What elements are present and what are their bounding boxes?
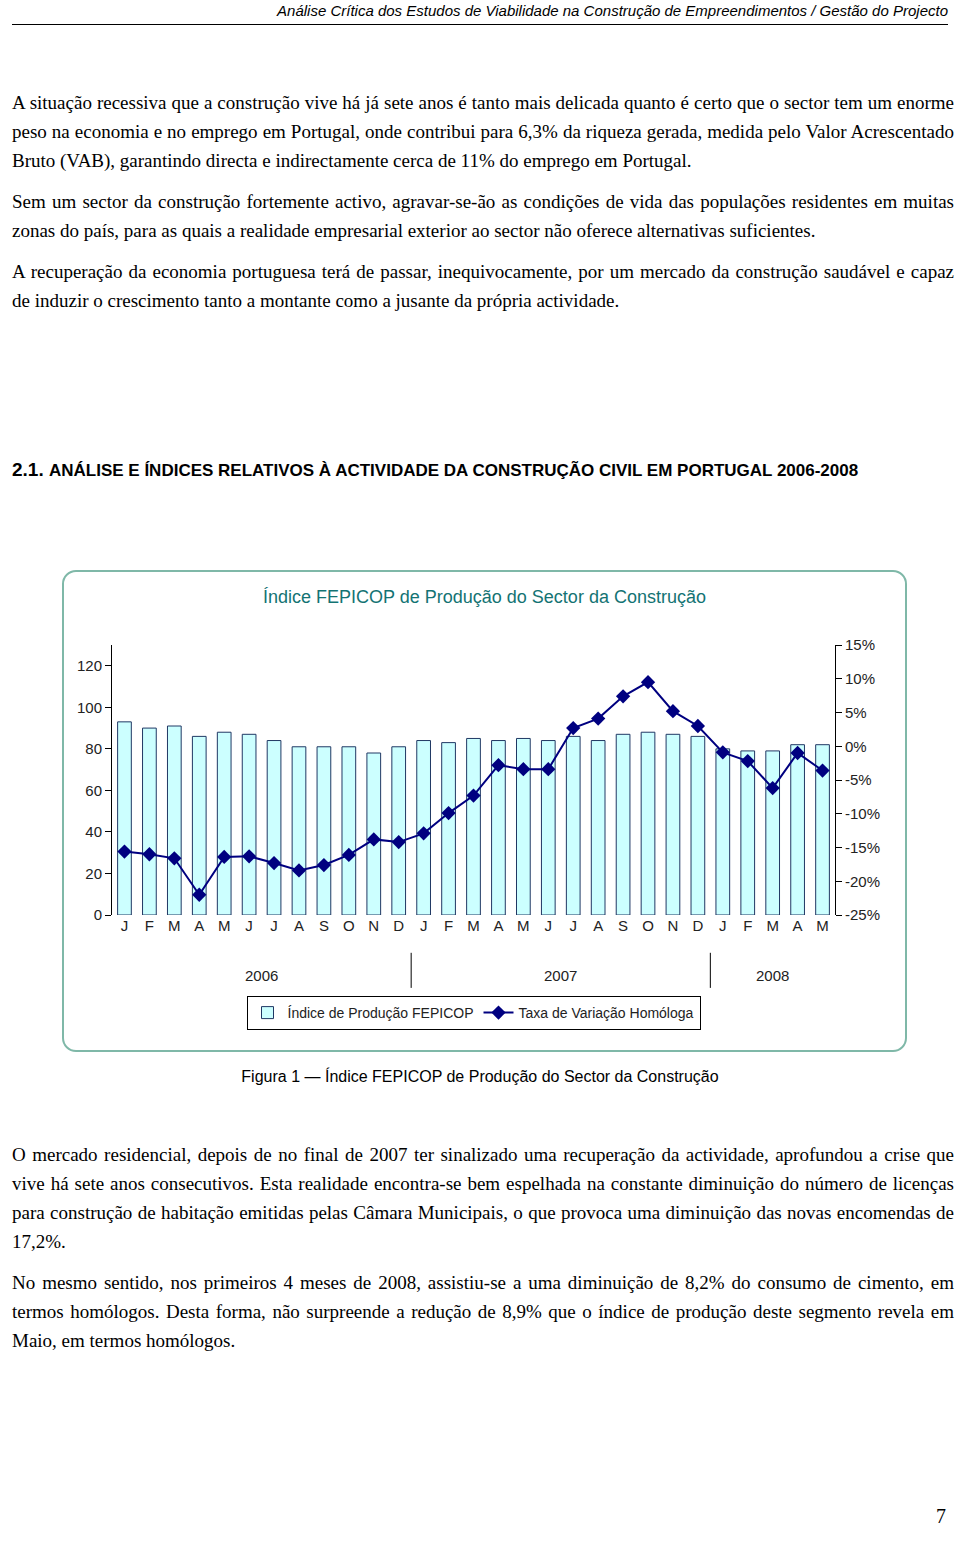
svg-text:Índice FEPICOP de Produção do: Índice FEPICOP de Produção do Sector da … (263, 587, 706, 607)
svg-text:N: N (368, 917, 379, 934)
svg-text:5%: 5% (845, 704, 867, 721)
svg-text:M: M (766, 917, 779, 934)
svg-text:D: D (692, 917, 703, 934)
svg-text:M: M (816, 917, 829, 934)
svg-text:A: A (294, 917, 304, 934)
html-text:Análise Crítica dos Estudos de: Análise Crítica dos Estudos de Viabilida… (277, 2, 948, 19)
svg-text:S: S (618, 917, 628, 934)
svg-text:120: 120 (77, 657, 102, 674)
svg-text:J: J (270, 917, 278, 934)
svg-text:0: 0 (94, 906, 102, 923)
svg-text:-10%: -10% (845, 805, 880, 822)
html-text:A recuperação da economia port: A recuperação da economia portuguesa ter… (12, 261, 954, 311)
svg-text:J: J (245, 917, 253, 934)
html-text:2.1. ANÁLISE E ÍNDICES RELATIV: 2.1. ANÁLISE E ÍNDICES RELATIVOS À ACTIV… (12, 459, 859, 480)
svg-text:J: J (569, 917, 577, 934)
svg-text:Índice de Produção FEPICOP: Índice de Produção FEPICOP (288, 1005, 474, 1021)
svg-text:S: S (319, 917, 329, 934)
svg-text:100: 100 (77, 699, 102, 716)
svg-text:F: F (145, 917, 154, 934)
svg-text:J: J (545, 917, 553, 934)
html-text:A situação recessiva que a con: A situação recessiva que a construção vi… (12, 92, 954, 171)
svg-text:-25%: -25% (845, 906, 880, 923)
svg-text:2006: 2006 (245, 967, 278, 984)
svg-text:M: M (218, 917, 231, 934)
svg-text:O: O (642, 917, 654, 934)
svg-text:60: 60 (85, 782, 102, 799)
svg-text:0%: 0% (845, 738, 867, 755)
svg-text:-20%: -20% (845, 873, 880, 890)
svg-text:A: A (593, 917, 603, 934)
svg-text:2008: 2008 (756, 967, 789, 984)
svg-text:20: 20 (85, 865, 102, 882)
html-text:Figura 1 — Índice FEPICOP de P: Figura 1 — Índice FEPICOP de Produção do… (241, 1068, 719, 1085)
svg-text:J: J (420, 917, 428, 934)
svg-text:40: 40 (85, 823, 102, 840)
svg-text:J: J (719, 917, 727, 934)
svg-text:O: O (343, 917, 355, 934)
svg-text:F: F (743, 917, 752, 934)
svg-text:10%: 10% (845, 670, 875, 687)
svg-text:M: M (467, 917, 480, 934)
svg-text:A: A (793, 917, 803, 934)
html-text:Sem um sector da construção fo: Sem um sector da construção fortemente a… (12, 191, 954, 241)
svg-text:A: A (194, 917, 204, 934)
svg-text:N: N (668, 917, 679, 934)
svg-text:J: J (121, 917, 129, 934)
svg-text:Taxa de Variação Homóloga: Taxa de Variação Homóloga (519, 1005, 694, 1021)
svg-text:F: F (444, 917, 453, 934)
svg-text:15%: 15% (845, 636, 875, 653)
html-text:7: 7 (936, 1505, 946, 1527)
svg-text:80: 80 (85, 740, 102, 757)
svg-text:A: A (493, 917, 503, 934)
svg-text:-5%: -5% (845, 771, 872, 788)
svg-text:M: M (168, 917, 181, 934)
svg-text:2007: 2007 (544, 967, 577, 984)
svg-text:M: M (517, 917, 530, 934)
html-text:O mercado residencial, depois: O mercado residencial, depois de no fina… (12, 1144, 954, 1252)
svg-text:-15%: -15% (845, 839, 880, 856)
html-text:No mesmo sentido, nos primeiro: No mesmo sentido, nos primeiros 4 meses … (12, 1272, 954, 1351)
svg-text:D: D (393, 917, 404, 934)
